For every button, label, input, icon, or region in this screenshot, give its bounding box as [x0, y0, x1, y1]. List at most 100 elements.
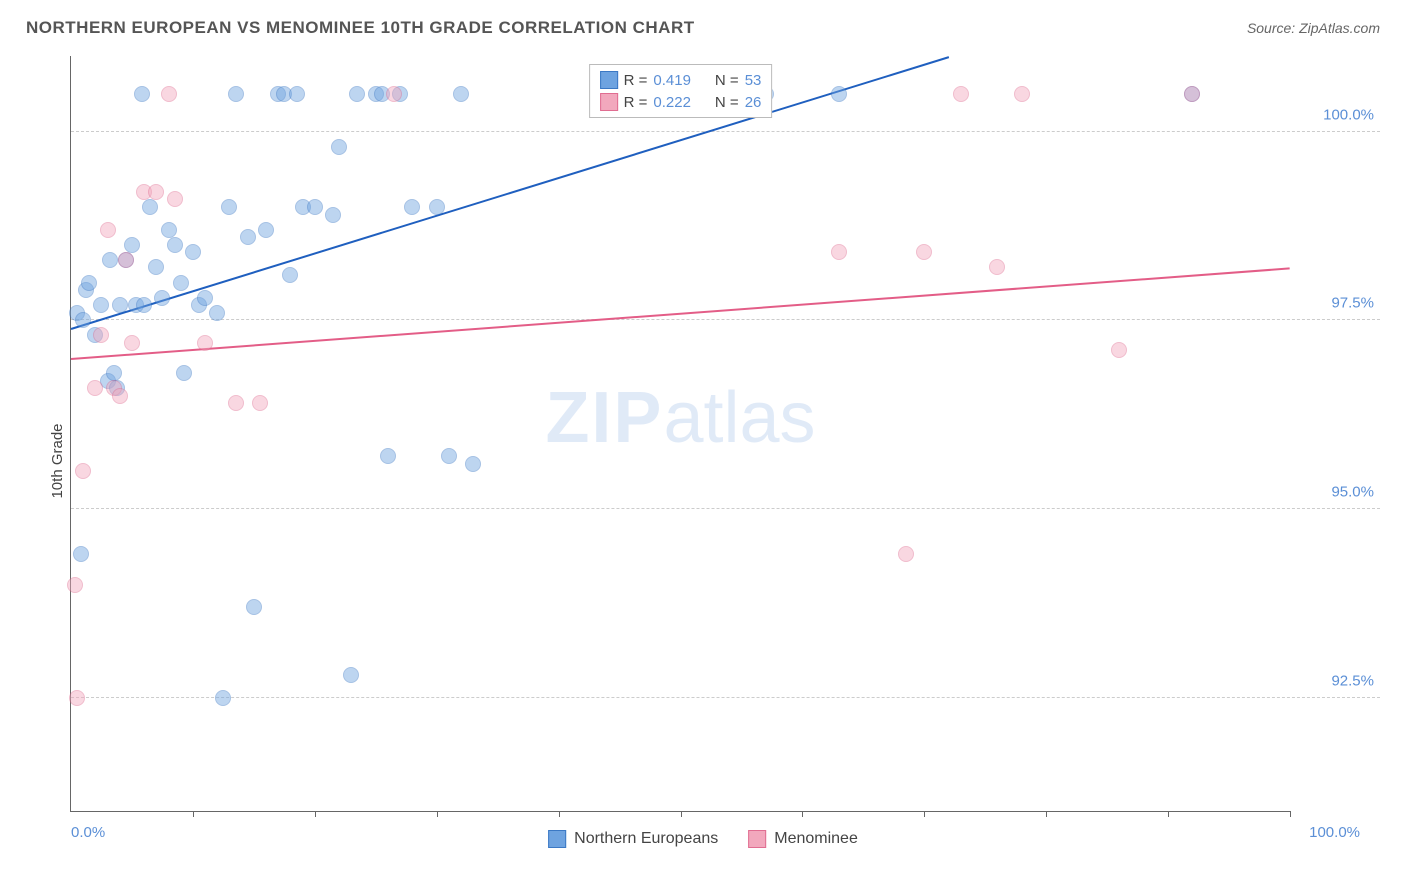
- scatter-point: [386, 86, 402, 102]
- legend-stats-row: R = 0.222 N = 26: [600, 91, 762, 113]
- scatter-point: [93, 297, 109, 313]
- y-tick-label: 100.0%: [1323, 106, 1374, 123]
- x-tick-mark: [1168, 811, 1169, 817]
- scatter-point: [136, 297, 152, 313]
- n-label: N =: [715, 72, 739, 89]
- scatter-point: [916, 244, 932, 260]
- scatter-point: [465, 456, 481, 472]
- plot-area: ZIPatlas R =0.419N =53R =0.222N =26 92.5…: [70, 56, 1290, 812]
- n-value: 53: [745, 72, 762, 89]
- n-value: 26: [745, 94, 762, 111]
- legend-series-label: Menominee: [774, 830, 858, 848]
- scatter-point: [167, 237, 183, 253]
- scatter-point: [173, 275, 189, 291]
- scatter-point: [209, 305, 225, 321]
- scatter-point: [118, 252, 134, 268]
- scatter-point: [112, 297, 128, 313]
- scatter-point: [1184, 86, 1200, 102]
- scatter-point: [148, 184, 164, 200]
- scatter-point: [75, 312, 91, 328]
- trend-line: [71, 56, 949, 330]
- scatter-point: [441, 448, 457, 464]
- scatter-point: [161, 86, 177, 102]
- scatter-point: [69, 690, 85, 706]
- scatter-point: [73, 546, 89, 562]
- legend-swatch: [600, 71, 618, 89]
- x-tick-mark: [681, 811, 682, 817]
- scatter-point: [154, 290, 170, 306]
- scatter-point: [989, 259, 1005, 275]
- trend-line: [71, 267, 1290, 360]
- x-tick-mark: [924, 811, 925, 817]
- scatter-point: [161, 222, 177, 238]
- scatter-point: [453, 86, 469, 102]
- scatter-point: [134, 86, 150, 102]
- watermark: ZIPatlas: [545, 377, 815, 459]
- scatter-point: [148, 259, 164, 275]
- x-tick-mark: [1290, 811, 1291, 817]
- legend-swatch: [600, 93, 618, 111]
- scatter-point: [87, 380, 103, 396]
- scatter-point: [831, 244, 847, 260]
- x-tick-mark: [193, 811, 194, 817]
- scatter-point: [102, 252, 118, 268]
- y-tick-label: 92.5%: [1331, 672, 1374, 689]
- gridline: [71, 508, 1380, 509]
- scatter-point: [307, 199, 323, 215]
- legend-series-item: Menominee: [748, 830, 858, 848]
- legend-series-item: Northern Europeans: [548, 830, 718, 848]
- x-tick-mark: [1046, 811, 1047, 817]
- scatter-point: [953, 86, 969, 102]
- gridline: [71, 697, 1380, 698]
- chart-title: NORTHERN EUROPEAN VS MENOMINEE 10TH GRAD…: [26, 18, 695, 38]
- scatter-point: [67, 577, 83, 593]
- scatter-point: [215, 690, 231, 706]
- y-tick-label: 95.0%: [1331, 484, 1374, 501]
- x-bound-min: 0.0%: [71, 824, 105, 841]
- scatter-point: [228, 86, 244, 102]
- scatter-point: [831, 86, 847, 102]
- scatter-point: [1014, 86, 1030, 102]
- scatter-point: [100, 222, 116, 238]
- scatter-point: [258, 222, 274, 238]
- scatter-point: [325, 207, 341, 223]
- scatter-point: [380, 448, 396, 464]
- legend-swatch: [548, 830, 566, 848]
- gridline: [71, 319, 1380, 320]
- chart-container: 10th Grade ZIPatlas R =0.419N =53R =0.22…: [26, 50, 1380, 872]
- legend-series: Northern Europeans Menominee: [548, 830, 858, 848]
- scatter-point: [197, 335, 213, 351]
- scatter-point: [898, 546, 914, 562]
- legend-stats: R =0.419N =53R =0.222N =26: [589, 64, 773, 118]
- x-tick-mark: [559, 811, 560, 817]
- legend-stats-row: R =0.419N =53: [600, 69, 762, 91]
- scatter-point: [429, 199, 445, 215]
- y-tick-label: 97.5%: [1331, 295, 1374, 312]
- scatter-point: [142, 199, 158, 215]
- n-label: N =: [715, 94, 739, 111]
- scatter-point: [349, 86, 365, 102]
- x-bound-max: 100.0%: [1309, 824, 1360, 841]
- scatter-point: [81, 275, 97, 291]
- scatter-point: [176, 365, 192, 381]
- scatter-point: [246, 599, 262, 615]
- scatter-point: [282, 267, 298, 283]
- scatter-point: [289, 86, 305, 102]
- x-tick-mark: [437, 811, 438, 817]
- scatter-point: [112, 388, 128, 404]
- x-tick-mark: [802, 811, 803, 817]
- y-axis-label: 10th Grade: [49, 423, 66, 498]
- r-value: 0.222: [653, 94, 691, 111]
- r-label: R =: [624, 72, 648, 89]
- scatter-point: [167, 191, 183, 207]
- scatter-point: [404, 199, 420, 215]
- legend-series-label: Northern Europeans: [574, 830, 718, 848]
- scatter-point: [252, 395, 268, 411]
- scatter-point: [197, 290, 213, 306]
- scatter-point: [93, 327, 109, 343]
- source-label: Source: ZipAtlas.com: [1247, 20, 1380, 36]
- scatter-point: [240, 229, 256, 245]
- scatter-point: [1111, 342, 1127, 358]
- r-label: R =: [624, 94, 648, 111]
- watermark-bold: ZIP: [545, 378, 663, 458]
